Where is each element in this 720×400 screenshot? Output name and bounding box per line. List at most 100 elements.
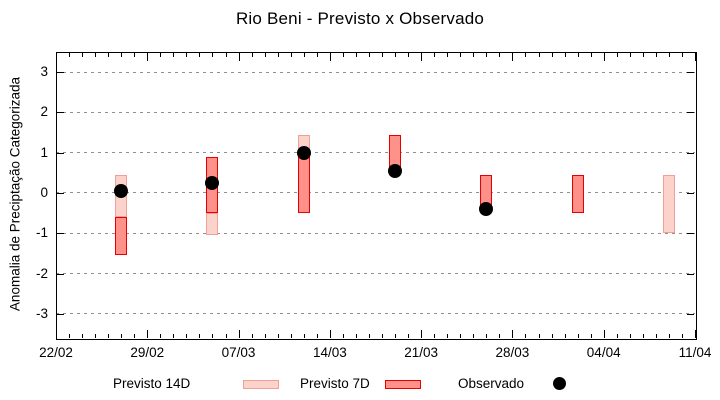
x-minor-tick-mark: [447, 334, 449, 338]
x-tick-mark: [695, 53, 696, 61]
x-minor-tick-mark: [121, 334, 123, 338]
x-tick-mark: [238, 53, 240, 61]
x-minor-tick-mark: [134, 334, 136, 338]
x-tick-label: 21/03: [404, 345, 439, 360]
y-tick-mark: [57, 152, 64, 154]
x-minor-tick-mark: [342, 334, 344, 338]
x-minor-tick-mark: [212, 53, 214, 57]
y-tick-mark: [57, 72, 64, 74]
x-minor-tick-mark: [82, 334, 84, 338]
y-tick-mark: [687, 72, 694, 74]
legend-label-dot: Observado: [458, 376, 525, 391]
x-minor-tick-mark: [616, 334, 618, 338]
x-minor-tick-mark: [173, 334, 175, 338]
x-minor-tick-mark: [316, 53, 318, 57]
x-minor-tick-mark: [160, 53, 162, 57]
x-minor-tick-mark: [447, 53, 449, 57]
x-minor-tick-mark: [251, 53, 253, 57]
x-tick-label: 11/04: [678, 345, 712, 360]
y-tick-label: -3: [35, 305, 48, 321]
observado-dot: [479, 202, 494, 217]
x-minor-tick-mark: [655, 53, 657, 57]
legend-swatch-p7: [385, 380, 421, 389]
y-tick-mark: [687, 233, 694, 235]
x-minor-tick-mark: [590, 334, 592, 338]
x-minor-tick-mark: [655, 334, 657, 338]
x-minor-tick-mark: [121, 53, 123, 57]
x-tick-mark: [147, 330, 149, 338]
x-minor-tick-mark: [95, 53, 97, 57]
x-minor-tick-mark: [434, 334, 436, 338]
x-tick-mark: [695, 330, 696, 338]
gridline: [56, 313, 695, 315]
x-minor-tick-mark: [173, 53, 175, 57]
observado-dot: [114, 183, 129, 198]
x-minor-tick-mark: [538, 53, 540, 57]
x-minor-tick-mark: [134, 53, 136, 57]
x-tick-mark: [238, 330, 240, 338]
x-minor-tick-mark: [355, 334, 357, 338]
x-minor-tick-mark: [668, 53, 670, 57]
x-minor-tick-mark: [473, 53, 475, 57]
x-tick-mark: [603, 330, 605, 338]
legend-swatch-p14: [243, 380, 279, 389]
legend-label-p14: Previsto 14D: [113, 376, 191, 391]
x-minor-tick-mark: [460, 334, 462, 338]
x-minor-tick-mark: [642, 334, 644, 338]
x-minor-tick-mark: [668, 334, 670, 338]
x-minor-tick-mark: [460, 53, 462, 57]
x-minor-tick-mark: [616, 53, 618, 57]
bar-previsto-14d: [206, 213, 219, 236]
x-tick-mark: [512, 330, 514, 338]
chart-title: Rio Beni - Previsto x Observado: [235, 9, 485, 28]
plot-frame: [56, 52, 697, 340]
gridline: [56, 232, 695, 234]
x-minor-tick-mark: [199, 334, 201, 338]
x-minor-tick-mark: [564, 334, 566, 338]
x-tick-label: 14/03: [312, 345, 347, 360]
x-minor-tick-mark: [69, 334, 71, 338]
x-tick-mark: [329, 330, 331, 338]
x-minor-tick-mark: [277, 53, 279, 57]
x-minor-tick-mark: [681, 334, 683, 338]
x-tick-label: 28/03: [495, 345, 530, 360]
y-tick-label: 3: [40, 64, 48, 80]
x-minor-tick-mark: [108, 334, 110, 338]
y-tick-mark: [687, 152, 694, 154]
y-tick-label: -2: [35, 265, 48, 281]
x-minor-tick-mark: [82, 53, 84, 57]
y-tick-mark: [687, 112, 694, 114]
x-minor-tick-mark: [225, 334, 227, 338]
x-tick-label: 07/03: [221, 345, 256, 360]
x-minor-tick-mark: [408, 53, 410, 57]
gridline: [56, 111, 695, 113]
x-minor-tick-mark: [577, 53, 579, 57]
y-tick-label: -1: [35, 225, 48, 241]
x-minor-tick-mark: [395, 53, 397, 57]
gridline: [56, 152, 695, 154]
x-minor-tick-mark: [590, 53, 592, 57]
x-minor-tick-mark: [382, 334, 384, 338]
bar-previsto-7d: [571, 174, 584, 214]
x-minor-tick-mark: [290, 334, 292, 338]
x-minor-tick-mark: [382, 53, 384, 57]
x-minor-tick-mark: [108, 53, 110, 57]
x-minor-tick-mark: [434, 53, 436, 57]
y-tick-label: 0: [40, 184, 48, 200]
legend-observado-dot: [553, 377, 566, 390]
y-tick-mark: [687, 313, 694, 315]
x-minor-tick-mark: [225, 53, 227, 57]
x-minor-tick-mark: [408, 334, 410, 338]
x-minor-tick-mark: [290, 53, 292, 57]
y-tick-label: 1: [40, 144, 48, 160]
x-tick-mark: [56, 330, 57, 338]
x-minor-tick-mark: [303, 53, 305, 57]
x-minor-tick-mark: [564, 53, 566, 57]
y-tick-mark: [687, 273, 694, 275]
x-tick-mark: [147, 53, 149, 61]
x-minor-tick-mark: [551, 334, 553, 338]
gridline: [56, 273, 695, 275]
x-minor-tick-mark: [186, 53, 188, 57]
y-tick-mark: [57, 192, 64, 194]
